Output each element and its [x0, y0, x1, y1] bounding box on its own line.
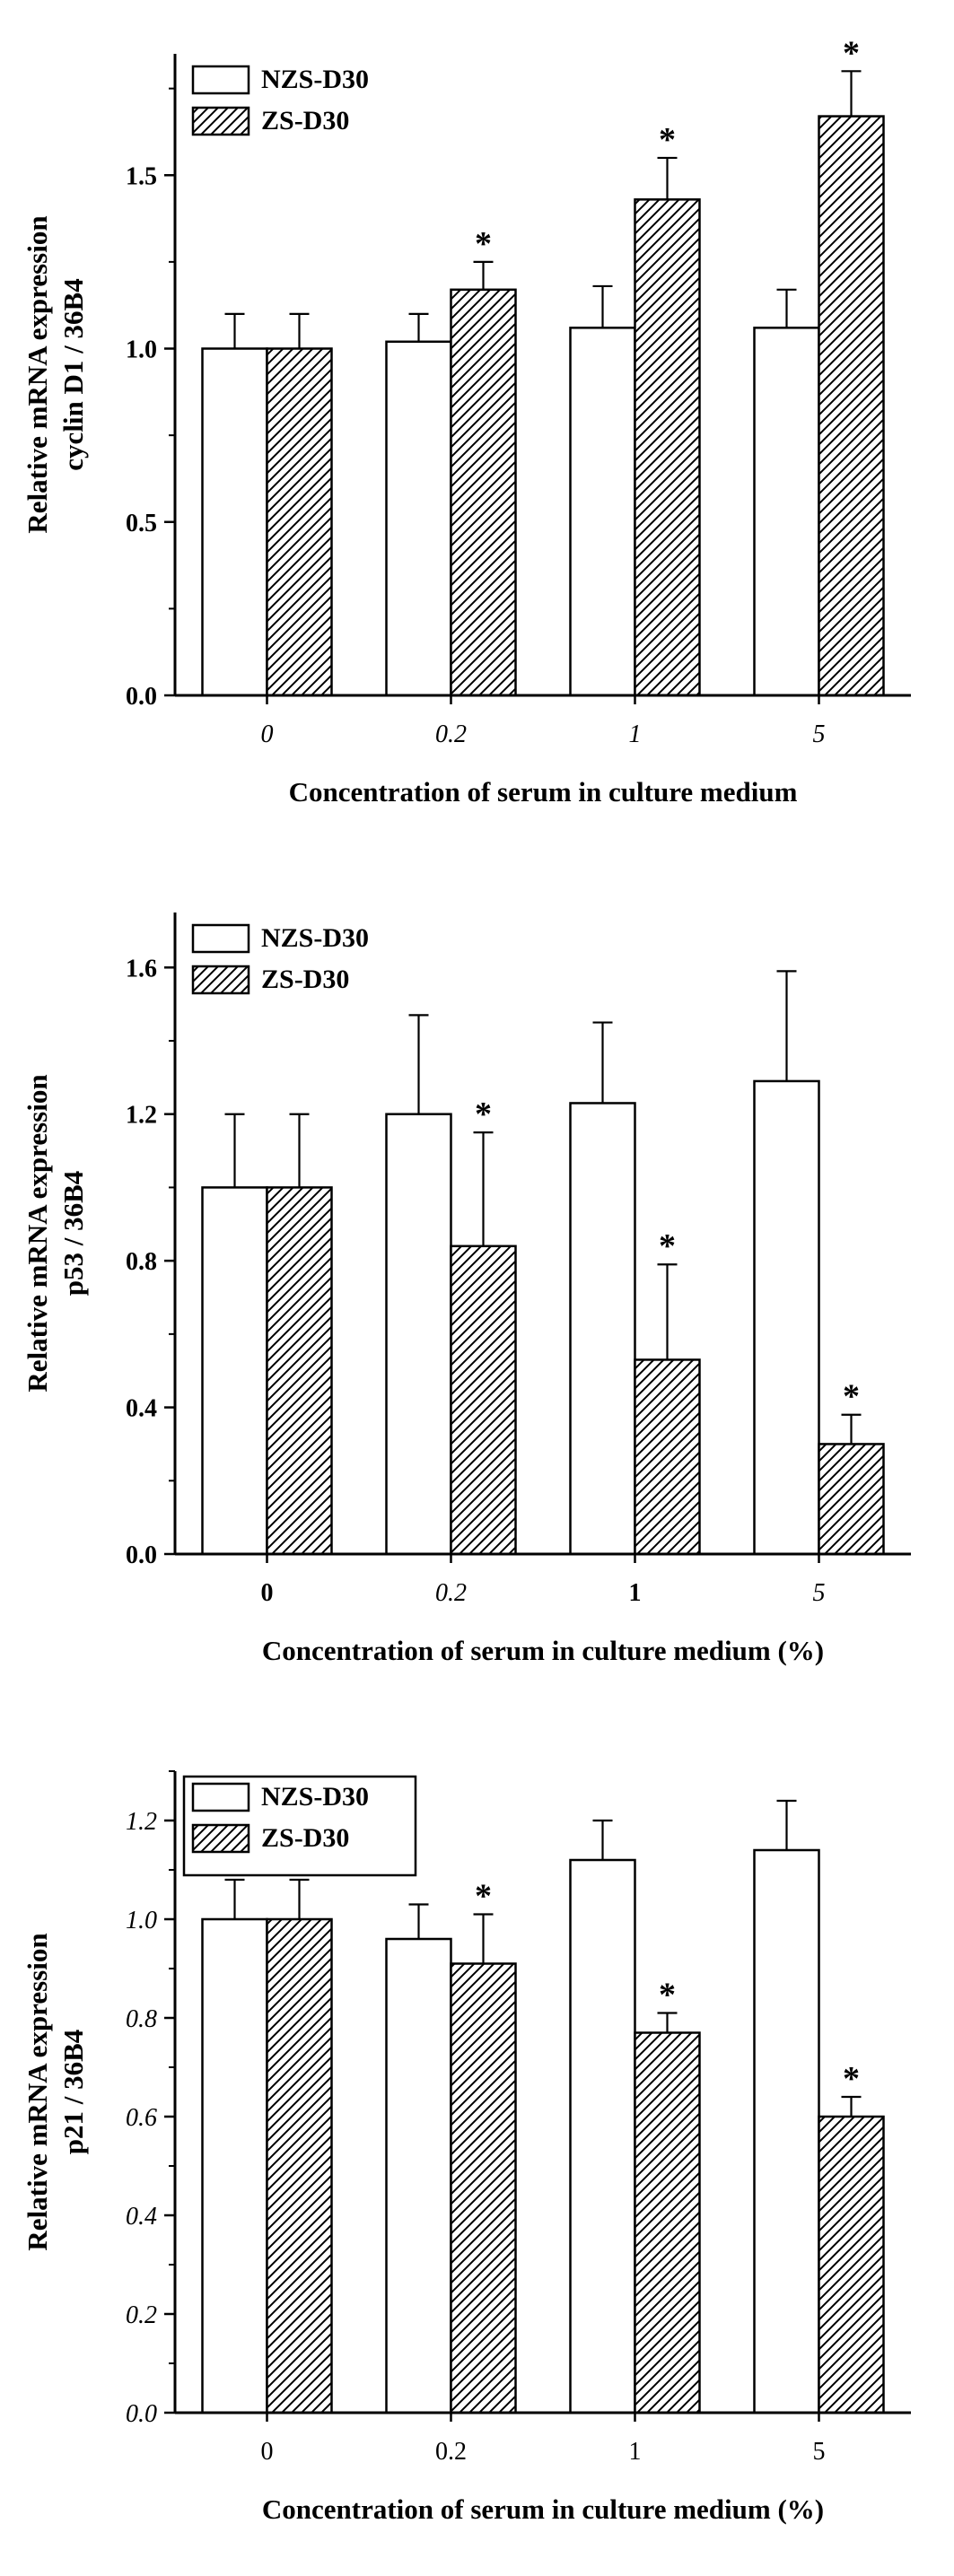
- svg-text:p53 / 36B4: p53 / 36B4: [57, 1171, 89, 1297]
- svg-text:0.5: 0.5: [126, 510, 157, 537]
- svg-text:0.0: 0.0: [126, 683, 157, 711]
- svg-text:1.2: 1.2: [126, 1102, 157, 1130]
- svg-text:1: 1: [629, 2438, 642, 2466]
- svg-text:NZS-D30: NZS-D30: [261, 1782, 369, 1812]
- svg-text:0.2: 0.2: [126, 2301, 157, 2329]
- svg-text:*: *: [659, 1977, 676, 2014]
- svg-text:ZS-D30: ZS-D30: [261, 106, 349, 135]
- svg-text:Concentration of serum in cult: Concentration of serum in culture medium: [289, 776, 798, 808]
- svg-text:0.2: 0.2: [435, 2438, 467, 2466]
- svg-text:NZS-D30: NZS-D30: [261, 923, 369, 953]
- chart-svg-0: * * * 0.0 0.5 1.0 1.5 0 0.2 1 5 Concentration of se…: [0, 0, 954, 859]
- svg-text:Relative mRNA expression: Relative mRNA expression: [22, 1933, 53, 2250]
- svg-text:1: 1: [629, 720, 642, 748]
- chart-svg-2: * * * 0.0 0.2 0.4 0.6 0.8 1.0 1.2 0 0.2 1 5 Concentrat…: [0, 1717, 954, 2576]
- chart-svg-1: * * * 0.0 0.4 0.8 1.2 1.6 0 0.2 1 5 Concentration of…: [0, 859, 954, 1717]
- svg-text:Relative mRNA expression: Relative mRNA expression: [22, 215, 53, 533]
- svg-text:*: *: [475, 1878, 492, 1916]
- svg-text:0.8: 0.8: [126, 1248, 157, 1276]
- svg-text:*: *: [843, 34, 860, 72]
- svg-text:0.8: 0.8: [126, 2005, 157, 2033]
- svg-text:5: 5: [813, 720, 826, 748]
- svg-text:*: *: [659, 1227, 676, 1265]
- svg-text:*: *: [475, 1096, 492, 1133]
- svg-text:1.0: 1.0: [126, 336, 157, 364]
- svg-text:0.0: 0.0: [126, 2400, 157, 2428]
- svg-text:1.0: 1.0: [126, 1907, 157, 1934]
- chart-panel-p53: * * * 0.0 0.4 0.8 1.2 1.6 0 0.2 1 5 Concentration of…: [0, 859, 954, 1717]
- svg-text:0: 0: [261, 2438, 274, 2466]
- svg-text:0.2: 0.2: [435, 720, 467, 748]
- chart-panel-p21: * * * 0.0 0.2 0.4 0.6 0.8 1.0 1.2 0 0.2 1 5 Concentrat…: [0, 1717, 954, 2576]
- svg-text:0.4: 0.4: [126, 2203, 157, 2231]
- svg-text:1.5: 1.5: [126, 162, 157, 190]
- svg-text:*: *: [475, 225, 492, 263]
- svg-text:*: *: [659, 121, 676, 159]
- svg-text:*: *: [843, 1378, 860, 1416]
- svg-text:cyclin D1 / 36B4: cyclin D1 / 36B4: [57, 278, 89, 470]
- svg-text:1.2: 1.2: [126, 1808, 157, 1836]
- svg-text:5: 5: [813, 2438, 826, 2466]
- svg-text:1: 1: [629, 1579, 642, 1607]
- chart-panel-cyclin-d1: * * * 0.0 0.5 1.0 1.5 0 0.2 1 5 Concentration of se…: [0, 0, 954, 859]
- svg-text:*: *: [843, 2060, 860, 2098]
- svg-text:0.6: 0.6: [126, 2104, 157, 2132]
- svg-text:Concentration of serum in cult: Concentration of serum in culture medium…: [262, 1635, 824, 1666]
- svg-text:0.4: 0.4: [126, 1395, 157, 1423]
- svg-text:ZS-D30: ZS-D30: [261, 1823, 349, 1853]
- svg-text:ZS-D30: ZS-D30: [261, 965, 349, 994]
- svg-text:Relative mRNA expression: Relative mRNA expression: [22, 1074, 53, 1392]
- svg-text:0.0: 0.0: [126, 1541, 157, 1569]
- svg-text:NZS-D30: NZS-D30: [261, 65, 369, 94]
- svg-text:0: 0: [261, 720, 274, 748]
- svg-text:0: 0: [261, 1579, 274, 1607]
- svg-text:0.2: 0.2: [435, 1579, 467, 1607]
- svg-text:5: 5: [813, 1579, 826, 1607]
- svg-text:Concentration of serum in cult: Concentration of serum in culture medium…: [262, 2493, 824, 2525]
- svg-text:p21 / 36B4: p21 / 36B4: [57, 2030, 89, 2155]
- svg-text:1.6: 1.6: [126, 955, 157, 982]
